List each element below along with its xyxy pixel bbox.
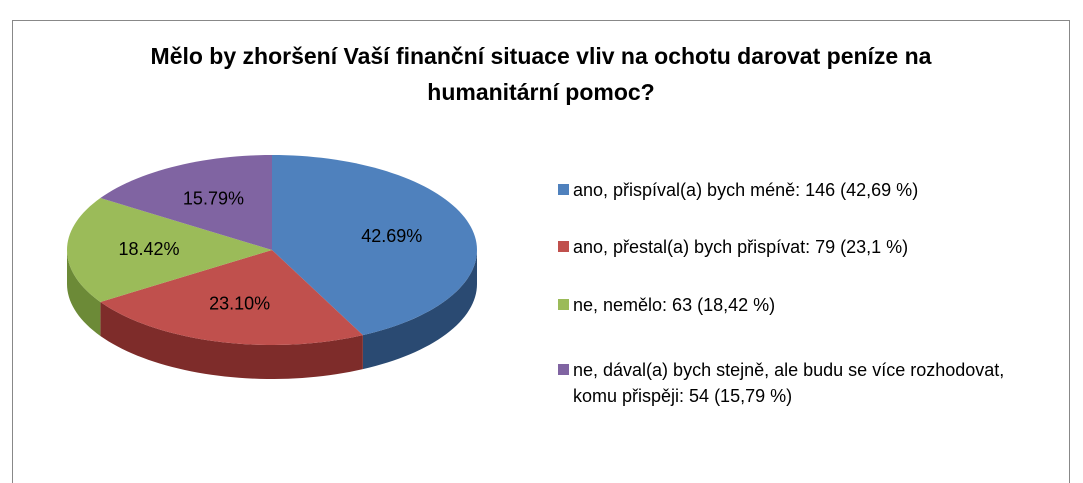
chart-title: Mělo by zhoršení Vaší finanční situace v… — [150, 43, 932, 105]
slice — [272, 155, 477, 336]
legend-swatch — [558, 241, 569, 252]
data-label: 18.42% — [118, 239, 179, 259]
legend-label: ne, dával(a) bych stejně, ale budu se ví… — [573, 360, 1005, 406]
slice — [100, 250, 363, 345]
legend-label: ano, přestal(a) bych přispívat: 79 (23,1… — [573, 237, 909, 257]
slice — [100, 155, 272, 250]
legend-swatch — [558, 364, 569, 375]
data-label: 23.10% — [209, 294, 270, 314]
data-label: 42.69% — [361, 226, 422, 246]
legend-label: ano, přispíval(a) bych méně: 146 (42,69 … — [573, 180, 919, 200]
legend-swatch — [558, 184, 569, 195]
data-label: 15.79% — [183, 189, 244, 209]
legend-label: ne, nemělo: 63 (18,42 %) — [573, 295, 776, 315]
slice — [67, 198, 272, 302]
slice-side — [100, 301, 363, 379]
slice-side — [362, 250, 477, 370]
slice-side — [67, 250, 101, 336]
legend-swatch — [558, 299, 569, 310]
chart-frame — [12, 20, 1070, 483]
